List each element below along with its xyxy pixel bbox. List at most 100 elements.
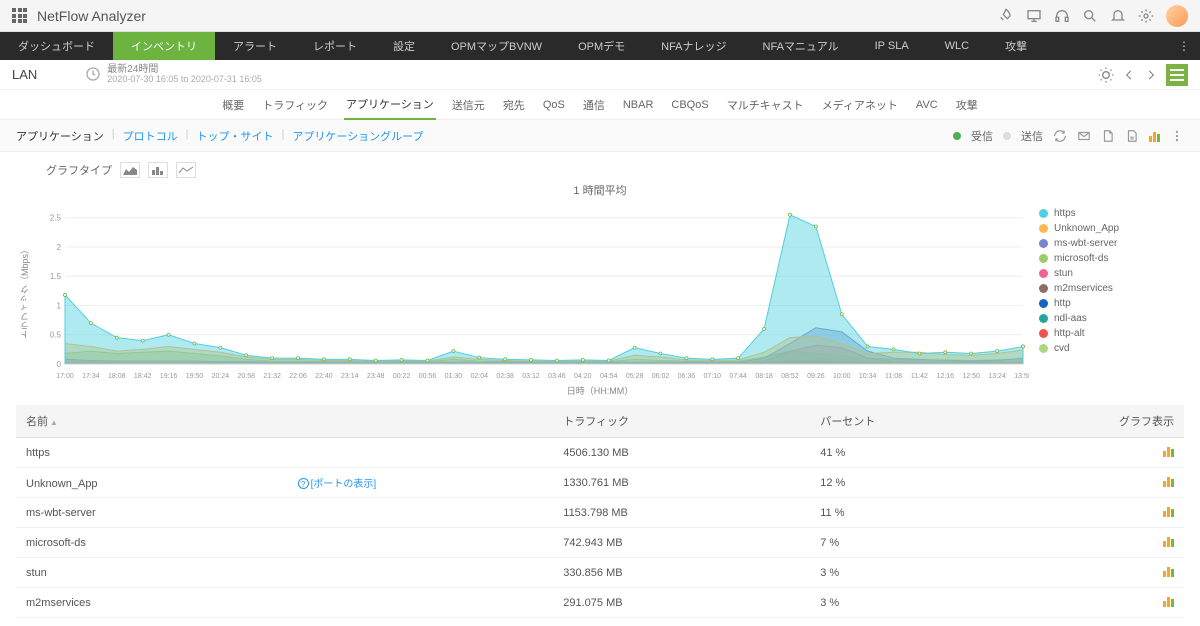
mainnav-item[interactable]: 攻撃 (987, 32, 1045, 60)
mainnav-item[interactable]: OPMマップBVNW (433, 32, 560, 60)
svg-text:17:00: 17:00 (56, 373, 74, 380)
subnav-item[interactable]: NBAR (621, 93, 656, 117)
tx-label[interactable]: 送信 (1021, 128, 1043, 144)
mainnav-more-icon[interactable]: ⋮ (1168, 39, 1200, 53)
legend-item[interactable]: ndl-aas (1039, 313, 1184, 324)
svg-text:08:18: 08:18 (755, 373, 773, 380)
subnav-item[interactable]: 攻撃 (954, 91, 980, 119)
pdf-icon[interactable] (1101, 129, 1115, 143)
refresh-icon[interactable] (1053, 129, 1067, 143)
svg-text:23:48: 23:48 (367, 373, 385, 380)
mainnav-item[interactable]: WLC (927, 32, 987, 60)
mainnav-item[interactable]: レポート (295, 32, 375, 60)
mainnav-item[interactable]: NFAマニュアル (745, 32, 857, 60)
svg-text:09:26: 09:26 (807, 373, 825, 380)
mainnav-item[interactable]: 設定 (375, 32, 433, 60)
svg-text:19:16: 19:16 (160, 373, 178, 380)
prev-icon[interactable] (1122, 68, 1136, 82)
context-entity-name: LAN (12, 67, 37, 82)
search-icon[interactable] (1082, 8, 1098, 24)
rx-label[interactable]: 受信 (971, 128, 993, 144)
subnav-item[interactable]: メディアネット (820, 91, 900, 119)
mainnav-item[interactable]: NFAナレッジ (643, 32, 744, 60)
menu-toggle-button[interactable] (1166, 64, 1188, 86)
svg-text:23:14: 23:14 (341, 373, 359, 380)
svg-text:11:08: 11:08 (885, 373, 902, 380)
mainnav-item[interactable]: ダッシュボード (0, 32, 113, 60)
legend-item[interactable]: ms-wbt-server (1039, 238, 1184, 249)
legend-item[interactable]: https (1039, 208, 1184, 219)
show-graph-icon[interactable] (1163, 475, 1174, 487)
subnav-item[interactable]: QoS (541, 93, 567, 117)
svg-text:10:00: 10:00 (833, 373, 851, 380)
apps-menu-icon[interactable] (12, 8, 27, 23)
gear-icon[interactable] (1138, 8, 1154, 24)
filter-tab[interactable]: プロトコル (123, 128, 178, 144)
headset-icon[interactable] (1054, 8, 1070, 24)
user-avatar[interactable] (1166, 5, 1188, 27)
show-graph-icon[interactable] (1163, 505, 1174, 517)
svg-text:1.5: 1.5 (50, 272, 62, 281)
filter-tab[interactable]: アプリケーション (16, 128, 104, 144)
show-graph-icon[interactable] (1163, 445, 1174, 457)
table-row: stun330.856 MB3 % (16, 558, 1184, 588)
mainnav-item[interactable]: インベントリ (113, 32, 215, 60)
legend-item[interactable]: http-alt (1039, 328, 1184, 339)
bell-icon[interactable] (1110, 8, 1126, 24)
svg-text:02:04: 02:04 (471, 373, 489, 380)
svg-text:02:38: 02:38 (496, 373, 514, 380)
subnav-item[interactable]: トラフィック (260, 91, 330, 119)
alert-icon[interactable] (1098, 67, 1114, 83)
application-traffic-table: 名前▲ トラフィック パーセント グラフ表示 https4506.130 MB4… (16, 405, 1184, 618)
col-traffic[interactable]: トラフィック (553, 405, 810, 438)
subnav-item[interactable]: アプリケーション (344, 90, 436, 120)
col-percent[interactable]: パーセント (810, 405, 1067, 438)
monitor-icon[interactable] (1026, 8, 1042, 24)
svg-text:13:58: 13:58 (1014, 373, 1029, 380)
svg-text:18:08: 18:08 (108, 373, 126, 380)
legend-item[interactable]: m2mservices (1039, 283, 1184, 294)
chart-display-icon[interactable] (1149, 130, 1160, 142)
col-name[interactable]: 名前▲ (16, 405, 553, 438)
rocket-icon[interactable] (998, 8, 1014, 24)
show-graph-icon[interactable] (1163, 595, 1174, 607)
subnav-item[interactable]: CBQoS (669, 93, 710, 117)
subnav-item[interactable]: 概要 (220, 91, 246, 119)
chart-type-area-button[interactable] (120, 162, 140, 178)
table-row: https4506.130 MB41 % (16, 438, 1184, 468)
filter-tab[interactable]: アプリケーショングループ (292, 128, 423, 144)
mainnav-item[interactable]: アラート (215, 32, 295, 60)
svg-text:00:22: 00:22 (393, 373, 411, 380)
chart-type-bar-button[interactable] (148, 162, 168, 178)
subnav-item[interactable]: 宛先 (501, 91, 527, 119)
next-icon[interactable] (1144, 68, 1158, 82)
legend-item[interactable]: http (1039, 298, 1184, 309)
svg-text:04:54: 04:54 (600, 373, 618, 380)
subnav-item[interactable]: 通信 (581, 91, 607, 119)
filter-tab[interactable]: トップ・サイト (197, 128, 274, 144)
legend-item[interactable]: microsoft-ds (1039, 253, 1184, 264)
svg-text:2.5: 2.5 (50, 214, 62, 223)
subnav-item[interactable]: AVC (914, 93, 940, 117)
mainnav-item[interactable]: OPMデモ (560, 32, 643, 60)
mainnav-item[interactable]: IP SLA (857, 32, 927, 60)
svg-text:07:44: 07:44 (729, 373, 747, 380)
chart-type-line-button[interactable] (176, 162, 196, 178)
svg-text:0.5: 0.5 (50, 331, 62, 340)
help-icon[interactable]: ? (298, 478, 309, 489)
subnav-item[interactable]: マルチキャスト (725, 91, 806, 119)
legend-item[interactable]: Unknown_App (1039, 223, 1184, 234)
port-display-link[interactable]: [ポートの表示] (311, 479, 377, 490)
more-options-icon[interactable] (1170, 129, 1184, 143)
show-graph-icon[interactable] (1163, 535, 1174, 547)
email-icon[interactable] (1077, 129, 1091, 143)
csv-icon[interactable] (1125, 129, 1139, 143)
subnav-item[interactable]: 送信元 (450, 91, 487, 119)
legend-item[interactable]: stun (1039, 268, 1184, 279)
svg-text:01:30: 01:30 (445, 373, 463, 380)
col-show[interactable]: グラフ表示 (1067, 405, 1184, 438)
legend-item[interactable]: cvd (1039, 343, 1184, 354)
svg-text:11:42: 11:42 (911, 373, 928, 380)
show-graph-icon[interactable] (1163, 565, 1174, 577)
traffic-area-chart: 00.511.522.517:0017:3418:0818:4219:1619:… (33, 202, 1029, 382)
